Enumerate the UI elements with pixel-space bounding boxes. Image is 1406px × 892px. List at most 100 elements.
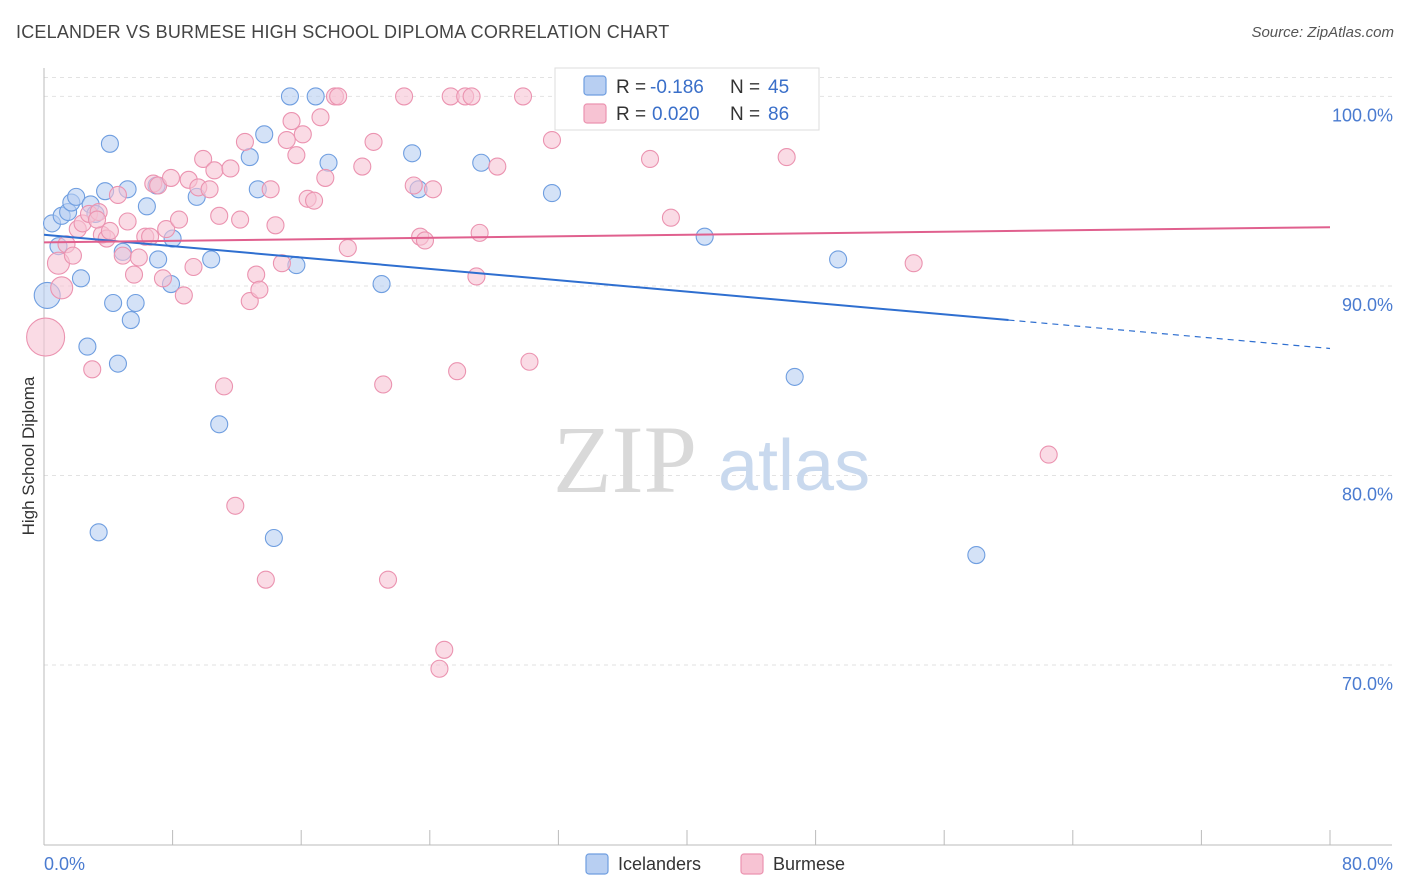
burmese-point [311,108,330,127]
icelander-point [967,545,986,565]
burmese-point [129,248,148,267]
burmese-point [205,161,224,180]
burmese-point [221,159,240,178]
burmese-point [256,570,275,589]
icelander-point [202,250,221,269]
icelanders-trend-line [43,233,1009,322]
burmese-point [520,352,539,371]
burmese-point [488,157,507,176]
burmese-point [161,168,181,187]
burmese-point [214,377,234,396]
icelander-point [280,87,299,106]
icelander-point [89,523,108,542]
icelander-point [121,311,140,330]
burmese-point [415,231,435,250]
burmese-point [282,112,301,131]
burmese-point [378,570,398,589]
icelander-point [264,528,283,548]
burmese-point [231,210,250,229]
icelander-point [137,197,156,216]
tick-labels: 100.0% 90.0% 80.0% 70.0% 0.0% 80.0% [44,105,1393,874]
burmese-point [293,125,312,144]
icelander-point [67,187,86,206]
burmese-point [50,276,74,300]
burmese-point [157,220,176,239]
icelander-point [108,354,127,373]
burmese-point [542,130,562,150]
icelander-point [306,87,325,106]
icelander-point [695,227,714,246]
burmese-point [261,180,280,199]
burmese-point [200,180,219,199]
burmese-point [235,132,254,151]
burmese-point [153,269,173,288]
burmese-n-label: N = [730,104,760,125]
icelander-point [100,134,119,153]
burmese-point [448,362,467,381]
burmese-point [423,180,443,199]
icelander-point [785,367,804,386]
burmese-point [904,254,923,273]
burmese-point [395,87,414,106]
burmese-point [462,87,481,106]
trend-lines [43,226,1331,350]
burmese-point [108,185,127,205]
burmese-point [118,212,137,231]
icelanders-n-label: N = [730,77,760,98]
burmese-point [777,148,796,167]
burmese-point [435,640,454,659]
axes [43,68,1392,846]
icelander-point [403,144,422,163]
icelander-point [78,337,97,356]
burmese-point [353,157,372,176]
burmese-point [247,265,266,284]
y-tick-label: 70.0% [1342,674,1393,694]
burmese-point [226,496,245,515]
burmese-point [364,132,383,151]
icelander-point [829,250,848,269]
burmese-point [640,149,660,169]
icelanders-swatch [583,75,607,96]
burmese-point [83,360,102,379]
legend-burmese-swatch [740,853,764,875]
stats-legend: R = -0.186 N = 45 R = 0.020 N = 86 [554,67,820,131]
burmese-point [141,227,160,246]
burmese-point [338,238,357,258]
chart-title: ICELANDER VS BURMESE HIGH SCHOOL DIPLOMA… [16,22,670,42]
burmese-point [26,317,66,357]
icelanders-r-label: R = [616,77,646,98]
gridlines [44,76,1392,666]
watermark-atlas: atlas [718,426,870,506]
y-tick-label: 90.0% [1342,295,1393,315]
burmese-point [184,257,203,277]
burmese-point [404,176,423,195]
burmese-point [210,206,229,225]
icelander-point [472,153,491,172]
burmese-point [272,254,291,273]
burmese-point [374,375,393,394]
icelander-point [71,269,91,288]
burmese-point [250,280,269,299]
burmese-point [470,223,489,242]
icelanders-trend-extension [1008,319,1331,350]
burmese-point [316,168,335,187]
source-credit: Source: ZipAtlas.com [1251,24,1394,41]
series-legend: Icelanders Burmese [585,853,845,875]
burmese-r-value: 0.020 [652,104,700,125]
burmese-point [661,208,680,227]
icelander-point [149,250,168,269]
legend-icelanders-label: Icelanders [618,854,701,874]
y-tick-label: 100.0% [1332,105,1393,125]
burmese-point [1039,445,1058,464]
burmese-n-value: 86 [768,104,789,125]
icelander-point [104,293,123,313]
icelander-point [126,293,145,313]
icelander-point [210,415,229,434]
watermark-zip: ZIP [553,406,697,513]
burmese-point [287,146,306,165]
icelander-point [372,274,391,294]
burmese-point [87,210,107,229]
burmese-swatch [583,103,607,124]
burmese-point [329,87,348,106]
burmese-point [174,286,193,305]
